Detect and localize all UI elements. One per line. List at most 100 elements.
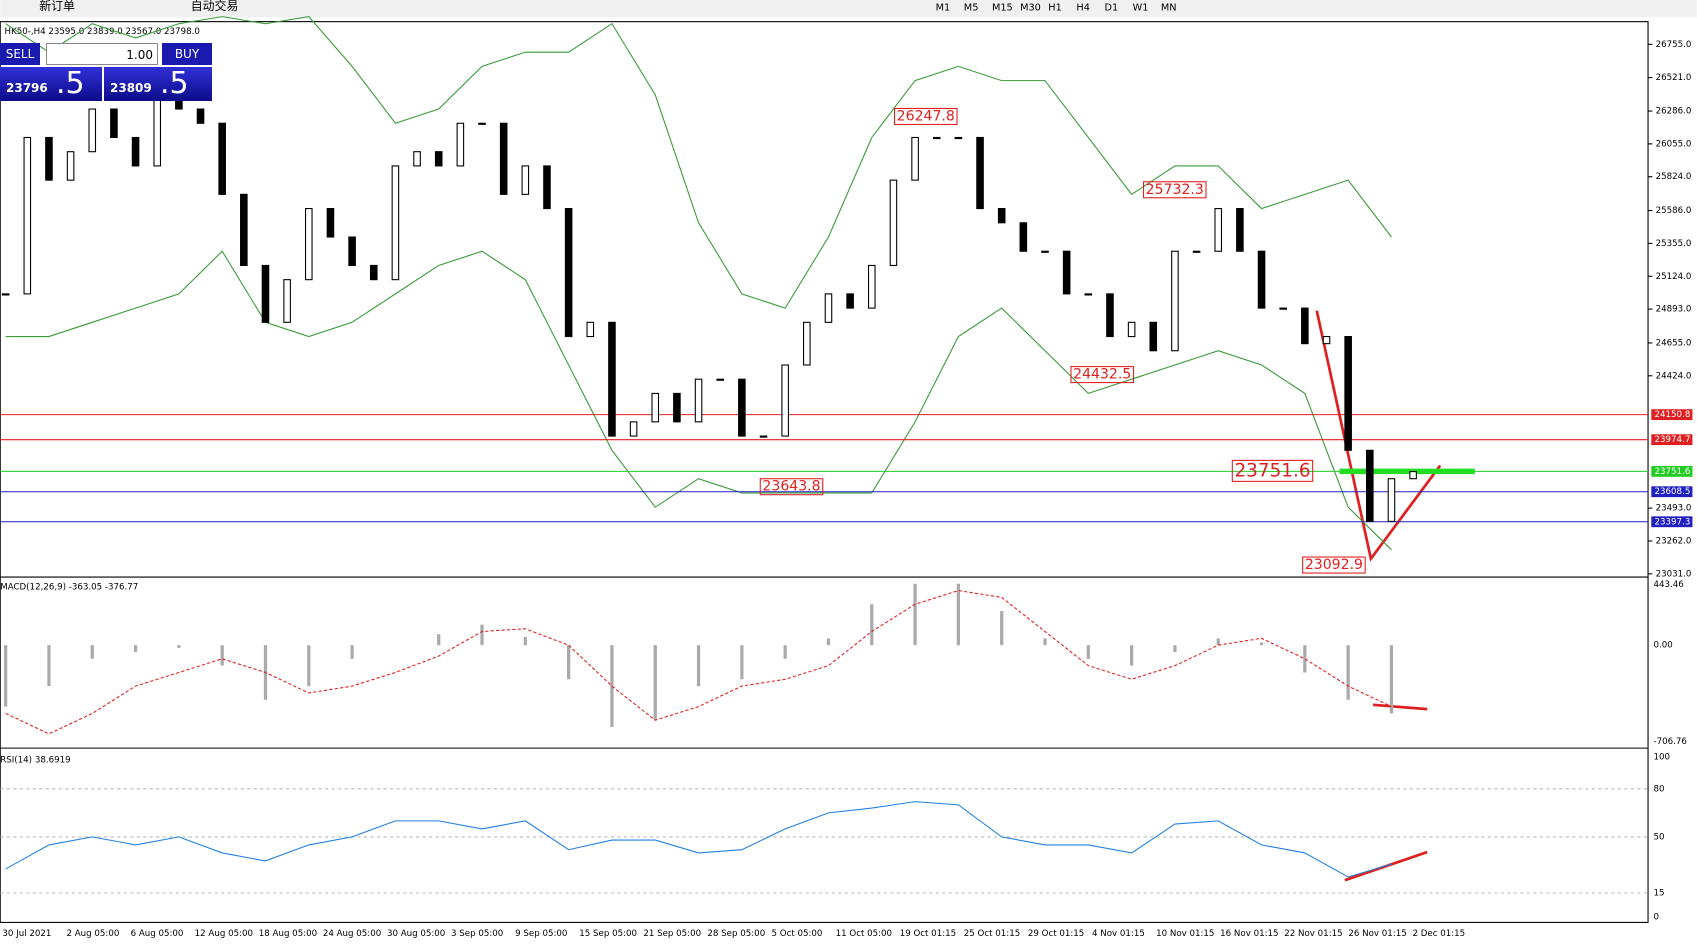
timeframe[interactable]: M1 [936,3,951,14]
y-tick-label: 25586.0 [1656,206,1692,216]
candle [824,293,833,323]
candle [803,321,811,366]
candle [564,208,573,338]
level-label: 23397.3 [1655,517,1691,527]
level-label-bg [1651,434,1693,446]
timeframe[interactable]: M30 [1020,3,1041,14]
time-label: 9 Sep 05:00 [515,929,567,939]
ask-main: 23809 [110,81,152,95]
time-label: 2 Dec 01:15 [1412,929,1465,939]
annotation-box [1142,181,1207,199]
sell-button[interactable]: SELL [0,43,40,65]
candle [499,122,508,195]
y-tick-label: 50 [1653,832,1664,842]
time-label: 26 Nov 01:15 [1348,929,1406,939]
candle [1084,293,1093,296]
candle [1322,335,1331,345]
time-label: 25 Oct 01:15 [964,929,1020,939]
time-label: 12 Aug 05:00 [195,929,253,939]
y-tick-label: 443.46 [1653,580,1683,590]
candle [478,122,486,125]
lot-input[interactable]: 1.00 [46,43,158,65]
ask-price[interactable]: 23809 .5 [104,66,212,101]
candle [1171,250,1179,352]
candle [846,293,854,309]
candle [45,136,53,181]
candle [1257,250,1266,309]
candle [911,136,919,181]
time-label: 15 Sep 05:00 [579,929,637,939]
candle [759,435,768,438]
candle [889,179,898,266]
timeframe[interactable]: H4 [1076,3,1090,14]
candle [88,108,97,153]
candle [997,208,1006,224]
level-label: 23608.5 [1655,487,1691,497]
candle [976,136,984,210]
y-tick-label: 26755.0 [1656,40,1692,50]
y-tick-label: 26055.0 [1656,139,1692,149]
candle [694,378,703,423]
y-tick-label: 24893.0 [1656,305,1692,315]
timeframe[interactable]: M15 [992,3,1013,14]
time-label: 22 Nov 01:15 [1284,929,1342,939]
candle [1301,307,1309,345]
annotation-box [759,478,824,496]
bid-main: 23796 [6,81,48,95]
price-annotation: 23751.6 [1234,460,1310,481]
y-tick-label: 25124.0 [1656,272,1692,282]
candle [218,122,226,195]
buy-button[interactable]: BUY [162,43,212,65]
time-label: 16 Nov 01:15 [1220,929,1278,939]
candle [1127,321,1136,338]
candle [131,136,140,167]
timeframe[interactable]: D1 [1105,3,1119,14]
annotation-box [893,107,958,126]
price-annotation: 23643.8 [762,479,820,495]
y-tick-label: 24655.0 [1656,338,1692,348]
level-label: 23974.7 [1655,435,1691,445]
candle [1062,250,1071,295]
candle [543,165,551,210]
y-tick-label: 26521.0 [1656,73,1692,83]
price-annotation: 26247.8 [897,108,955,124]
candle [348,236,356,266]
time-label: 24 Aug 05:00 [323,929,381,939]
y-tick-label: 80 [1653,784,1664,794]
candle [261,264,270,323]
level-label: 23751.6 [1655,467,1691,477]
time-label: 6 Aug 05:00 [131,929,184,939]
candle [1279,307,1287,310]
time-label: 10 Nov 01:15 [1156,929,1214,939]
candle [1041,250,1049,253]
level-label-bg [1651,516,1693,528]
candle [1344,335,1352,451]
candle [66,151,75,181]
y-tick-label: 23493.0 [1656,504,1692,514]
time-label: 11 Oct 05:00 [836,929,892,939]
annotation-box [1302,556,1366,574]
candle [738,378,746,437]
level-label-bg [1651,486,1693,498]
timeframe[interactable]: H1 [1048,3,1062,14]
bid-frac: .5 [56,66,85,101]
time-label: 29 Oct 01:15 [1028,929,1084,939]
bid-price[interactable]: 23796 .5 [0,66,102,101]
one-click-trading: SELL 1.00 BUY 23796 .5 23809 .5 [0,43,212,101]
macd-signal [5,590,1392,735]
candle [1019,222,1028,252]
candle [1192,250,1201,253]
auto-trading[interactable]: 自动交易 [191,0,239,13]
ask-frac: .5 [160,66,189,101]
candle [954,136,963,140]
candle [1214,208,1223,252]
timeframe[interactable]: M5 [964,3,979,14]
candle [608,321,616,437]
timeframe[interactable]: MN [1161,3,1177,14]
candle [716,378,724,381]
new-order[interactable]: 新订单 [39,0,75,13]
timeframe[interactable]: W1 [1133,3,1149,14]
candle [1366,449,1374,522]
candle [240,193,248,266]
bollinger-band [5,16,1392,309]
